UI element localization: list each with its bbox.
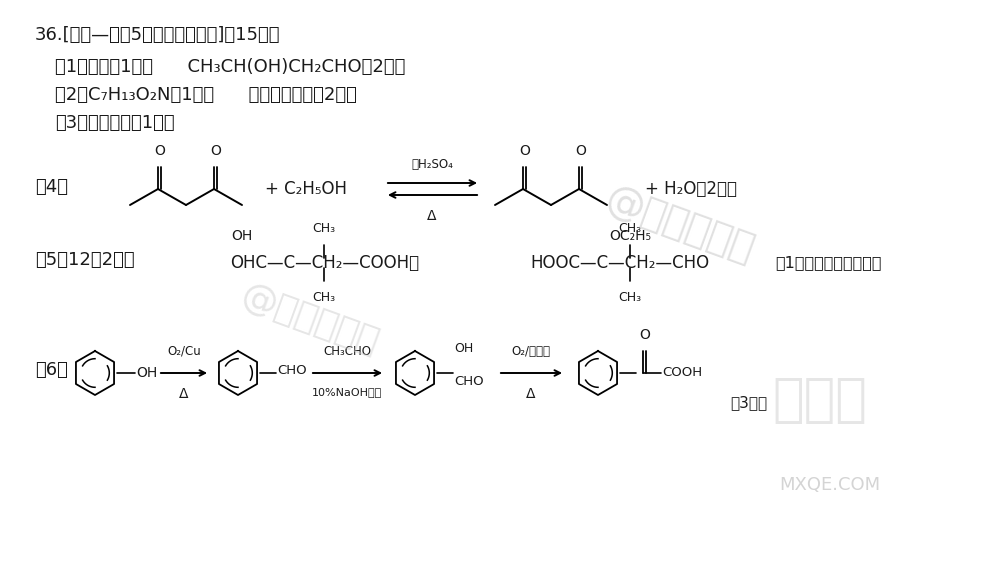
Text: + C₂H₅OH: + C₂H₅OH [265,180,347,198]
Text: （3分）: （3分） [730,396,767,411]
Text: （5）12（2分）: （5）12（2分） [35,251,135,269]
Text: （6）: （6） [35,361,68,379]
Text: O: O [519,144,530,158]
Text: CH₃: CH₃ [618,291,642,304]
Text: 浓H₂SO₄: 浓H₂SO₄ [411,158,453,171]
Text: OC₂H₅: OC₂H₅ [609,229,651,243]
Text: Δ: Δ [427,209,437,223]
Text: 10%NaOH溶液: 10%NaOH溶液 [312,387,382,397]
Text: CH₃: CH₃ [312,222,336,235]
Text: （4）: （4） [35,178,68,196]
Text: OH: OH [231,229,253,243]
Text: O: O [210,144,221,158]
Text: @高考直通车: @高考直通车 [236,279,384,360]
Text: HOOC—C—CH₂—CHO: HOOC—C—CH₂—CHO [530,254,709,272]
Text: （3）加成反应（1分）: （3）加成反应（1分） [55,114,175,132]
Text: CHO: CHO [277,364,307,377]
Text: CHO: CHO [454,375,484,388]
Text: 36.[化学—选修5：有机化学基础]（15分）: 36.[化学—选修5：有机化学基础]（15分） [35,26,280,44]
Text: O: O [154,144,165,158]
Text: Δ: Δ [179,387,189,401]
Text: CH₃: CH₃ [312,291,336,304]
Text: OH: OH [454,342,473,355]
Text: OH: OH [136,366,157,380]
Text: + H₂O（2分）: + H₂O（2分） [645,180,737,198]
Text: CH₃CHO: CH₃CHO [323,345,371,358]
Text: （1分，写出一种即可）: （1分，写出一种即可） [775,255,882,271]
Text: 答案圈: 答案圈 [773,374,867,426]
Text: @高考直通车: @高考直通车 [600,180,760,270]
Text: O₂/催化剂: O₂/催化剂 [512,345,550,358]
Text: O₂/Cu: O₂/Cu [167,345,201,358]
Text: MXQE.COM: MXQE.COM [779,476,881,494]
Text: （2）C₇H₁₃O₂N（1分）      酚羟基、酯基（2分）: （2）C₇H₁₃O₂N（1分） 酚羟基、酯基（2分） [55,86,357,104]
Text: O: O [575,144,586,158]
Text: CH₃: CH₃ [618,222,642,235]
Text: OHC—C—CH₂—COOH，: OHC—C—CH₂—COOH， [230,254,419,272]
Text: Δ: Δ [526,387,536,401]
Text: COOH: COOH [662,367,702,380]
Text: （1）乙醇（1分）      CH₃CH(OH)CH₂CHO（2分）: （1）乙醇（1分） CH₃CH(OH)CH₂CHO（2分） [55,58,405,76]
Text: O: O [639,328,650,342]
